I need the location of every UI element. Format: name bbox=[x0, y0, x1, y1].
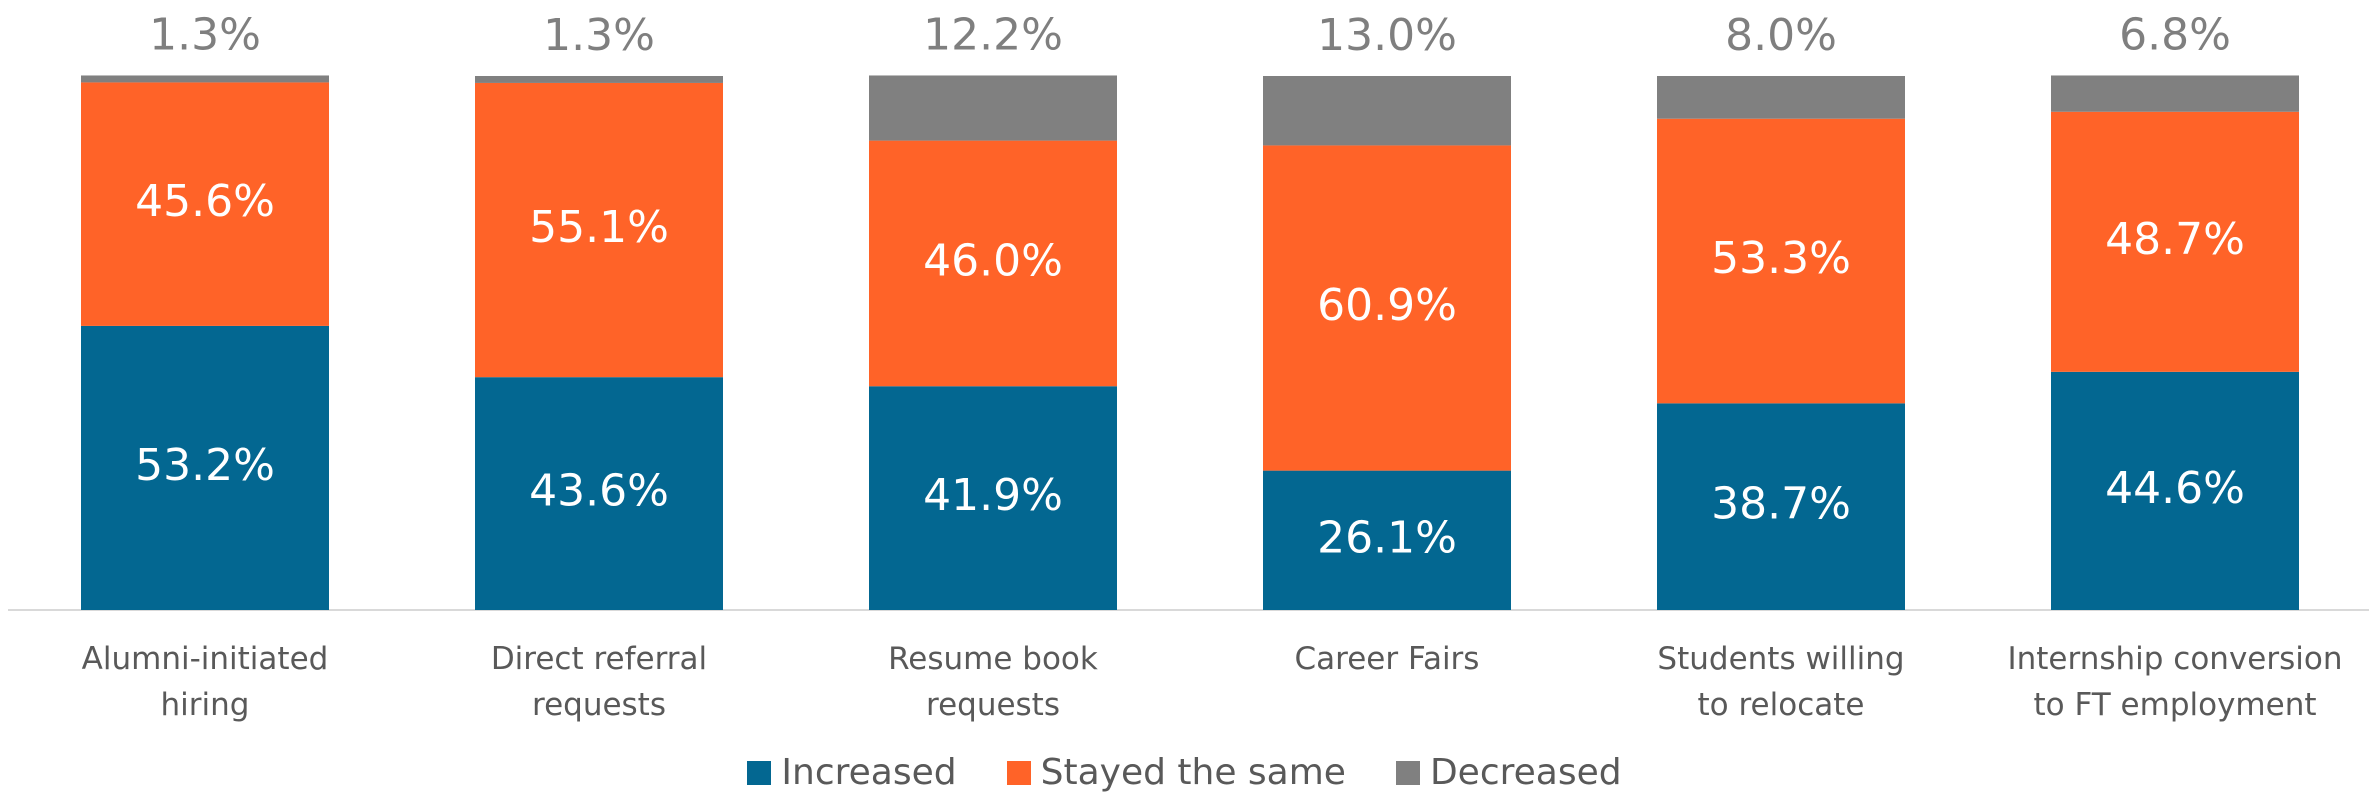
legend: Increased Stayed the same Decreased bbox=[0, 752, 2369, 793]
bar-segment bbox=[81, 75, 329, 83]
x-tick-label: Resume book requests bbox=[888, 641, 1098, 723]
data-label: 43.6% bbox=[529, 466, 669, 517]
bar-segment bbox=[475, 76, 723, 83]
data-label: 53.2% bbox=[135, 440, 275, 491]
bar-segment bbox=[869, 140, 1117, 387]
data-label: 53.3% bbox=[1711, 233, 1851, 284]
data-label: 13.0% bbox=[1317, 10, 1457, 61]
bar-segment bbox=[475, 377, 723, 610]
x-tick-label: Career Fairs bbox=[1294, 641, 1480, 677]
bar-segment bbox=[1263, 76, 1511, 146]
data-label: 38.7% bbox=[1711, 479, 1851, 530]
data-label: 41.9% bbox=[923, 470, 1063, 521]
x-tick-label: Alumni-initiated hiring bbox=[81, 641, 329, 723]
legend-item: Decreased bbox=[1395, 752, 1622, 793]
data-label: 6.8% bbox=[2119, 9, 2231, 60]
legend-item: Stayed the same bbox=[1006, 752, 1346, 793]
legend-label: Stayed the same bbox=[1040, 752, 1346, 793]
bar-segment bbox=[2051, 75, 2299, 112]
legend-swatch bbox=[1395, 760, 1420, 785]
bar-segment bbox=[81, 82, 329, 326]
bar-segment bbox=[869, 75, 1117, 141]
legend-swatch bbox=[747, 760, 772, 785]
data-label: 8.0% bbox=[1725, 10, 1837, 61]
bar-segment bbox=[1657, 118, 1905, 404]
x-tick-label: Internship conversion to FT employment bbox=[2007, 641, 2343, 723]
bar-segment bbox=[1657, 403, 1905, 610]
data-label: 46.0% bbox=[923, 235, 1063, 286]
x-tick-label: Students willing to relocate bbox=[1657, 641, 1905, 723]
legend-label: Decreased bbox=[1429, 752, 1622, 793]
bar-segment bbox=[1263, 145, 1511, 471]
bar-segment bbox=[2051, 371, 2299, 610]
data-label: 1.3% bbox=[543, 10, 655, 61]
bar-segment bbox=[1657, 76, 1905, 119]
data-label: 26.1% bbox=[1317, 512, 1457, 563]
data-label: 1.3% bbox=[149, 9, 261, 60]
bar-segment bbox=[81, 325, 329, 610]
data-label: 60.9% bbox=[1317, 280, 1457, 331]
bar-segment bbox=[2051, 111, 2299, 372]
bar-segment bbox=[1263, 470, 1511, 610]
legend-item: Increased bbox=[747, 752, 957, 793]
x-tick-label: Direct referral requests bbox=[490, 641, 708, 723]
bar-segment bbox=[869, 386, 1117, 610]
data-label: 48.7% bbox=[2105, 214, 2245, 265]
legend-label: Increased bbox=[781, 752, 957, 793]
data-label: 12.2% bbox=[923, 9, 1063, 60]
data-label: 55.1% bbox=[529, 202, 669, 253]
legend-swatch bbox=[1006, 760, 1031, 785]
data-label: 44.6% bbox=[2105, 463, 2245, 514]
bar-segment bbox=[475, 82, 723, 378]
data-label: 45.6% bbox=[135, 176, 275, 227]
